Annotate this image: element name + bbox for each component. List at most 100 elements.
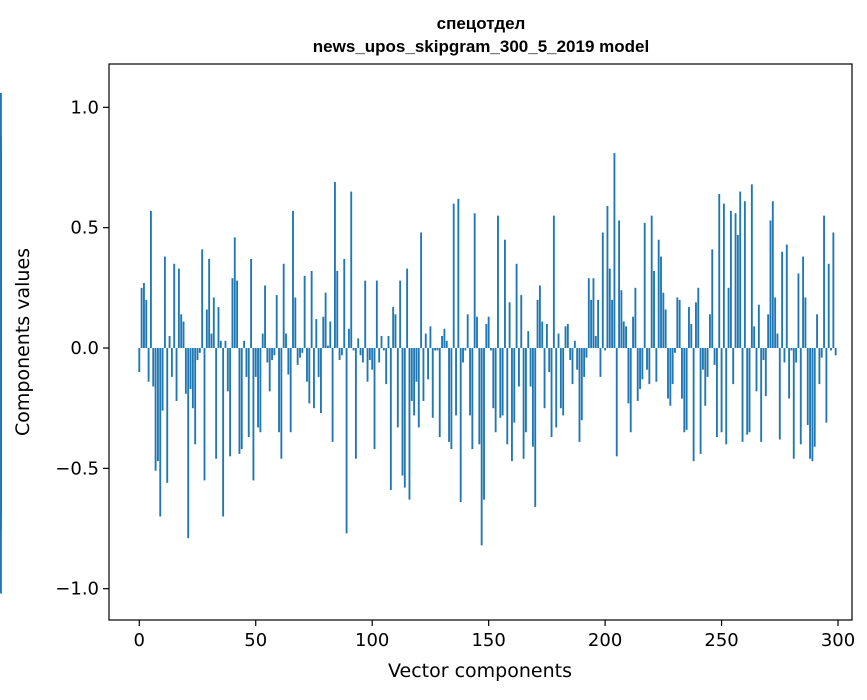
bar <box>557 333 560 349</box>
bar <box>734 213 737 349</box>
y-axis-ticks: −1.0 −0.5 0.0 0.5 1.0 <box>55 97 109 600</box>
bar <box>757 304 760 349</box>
bar <box>313 348 315 409</box>
x-axis-label: Vector components <box>388 660 572 682</box>
bar <box>627 348 630 404</box>
bar <box>455 348 457 416</box>
bar <box>357 338 360 349</box>
bar <box>215 348 218 459</box>
bar <box>452 203 455 349</box>
bar <box>690 323 693 349</box>
bar <box>331 348 334 442</box>
bar <box>198 348 201 353</box>
bar <box>736 234 739 349</box>
bar <box>438 348 441 438</box>
bar <box>320 348 322 414</box>
bar <box>138 348 141 373</box>
bar <box>245 348 248 377</box>
bar <box>664 309 667 349</box>
bar <box>501 348 504 416</box>
bar <box>252 348 255 481</box>
bar <box>490 348 492 351</box>
bar <box>177 268 180 349</box>
bar <box>264 285 266 349</box>
bar <box>415 348 418 382</box>
bar <box>648 348 651 385</box>
bar <box>345 348 348 534</box>
bar <box>156 348 159 462</box>
bar <box>639 348 641 389</box>
x-tick-label: 0 <box>134 630 145 651</box>
y-tick-label: 0.0 <box>70 338 99 359</box>
bar <box>580 348 583 421</box>
bar <box>788 348 791 399</box>
bar <box>643 222 646 349</box>
bar <box>676 297 679 349</box>
bar <box>294 297 297 349</box>
x-axis-ticks: 0 50 100 150 200 250 300 <box>134 620 855 651</box>
bar <box>266 348 269 363</box>
bar <box>625 326 627 349</box>
bar <box>0 92 2 349</box>
bar <box>636 348 639 401</box>
bar <box>352 348 355 351</box>
bar <box>368 348 371 361</box>
bar <box>226 348 229 392</box>
x-tick-label: 150 <box>471 630 505 651</box>
bar <box>708 314 711 349</box>
bar <box>587 278 590 349</box>
bar <box>830 348 832 351</box>
bar <box>515 263 518 349</box>
bar <box>762 348 765 361</box>
bar <box>243 340 246 349</box>
bar <box>534 348 537 507</box>
bar <box>480 348 483 546</box>
bar <box>524 348 527 433</box>
bar <box>764 348 767 397</box>
bar <box>578 348 581 442</box>
bar <box>548 348 551 373</box>
bar <box>755 348 758 392</box>
bar <box>161 348 164 411</box>
bar <box>538 285 541 349</box>
bar <box>147 348 150 382</box>
bar <box>715 348 718 438</box>
bar <box>522 348 525 459</box>
bar <box>790 348 793 351</box>
bar <box>543 348 546 409</box>
bar <box>811 348 814 462</box>
bar <box>559 348 562 409</box>
bar <box>450 348 453 450</box>
bar <box>729 210 732 349</box>
bar <box>310 271 313 349</box>
bar <box>445 340 448 349</box>
bar <box>632 316 634 349</box>
bar <box>499 348 502 418</box>
bar <box>478 348 481 445</box>
bar <box>366 348 369 382</box>
bar <box>152 348 155 387</box>
bar <box>306 348 308 382</box>
bar <box>378 348 381 363</box>
bar <box>401 348 404 476</box>
bar <box>334 181 336 349</box>
bar <box>655 348 658 382</box>
bar <box>704 348 707 406</box>
bar <box>387 335 390 349</box>
bar <box>443 328 446 349</box>
bar <box>594 335 597 349</box>
bar <box>599 348 602 377</box>
bar <box>720 348 723 433</box>
bar <box>832 232 835 349</box>
bar <box>231 278 234 349</box>
bar <box>562 348 565 416</box>
bar <box>464 348 467 351</box>
bar <box>702 348 704 370</box>
bar <box>601 232 604 349</box>
bar <box>289 348 292 433</box>
bar <box>457 198 460 349</box>
bar <box>750 184 753 349</box>
bar <box>722 203 725 349</box>
chart-subtitle: news_upos_skipgram_300_5_2019 model <box>313 37 649 56</box>
bar <box>315 319 318 349</box>
